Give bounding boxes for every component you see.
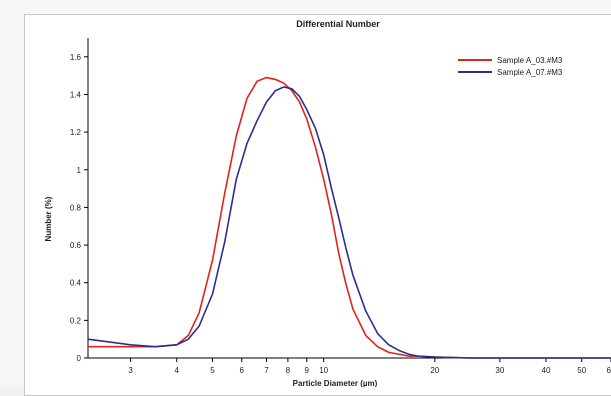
y-tick-label: 1.4: [70, 90, 82, 99]
legend-label-1: Sample A_03.#M3: [497, 56, 563, 65]
screenshot-frame: Differential Number 0 0.2 0.4 0.6 0.8 1 1.2 1.4…: [24, 14, 611, 396]
series-line-1: [88, 76, 611, 359]
x-ticks: 3 4 5 6 7 8 9 10 20 30 40 50 60: [128, 358, 611, 375]
y-tick-label: 1: [77, 166, 82, 175]
x-tick-label: 6: [240, 366, 245, 375]
x-tick-label: 3: [128, 366, 133, 375]
y-tick-label: 0.6: [70, 241, 82, 250]
x-axis-label: Particle Diameter (µm): [293, 379, 378, 387]
x-tick-label: 8: [286, 366, 291, 375]
x-tick-label: 10: [319, 366, 328, 375]
legend: Sample A_03.#M3 Sample A_07.#M3: [458, 56, 563, 77]
chart-title: Differential Number: [296, 19, 380, 29]
plot-axes: [87, 38, 611, 359]
x-tick-label: 20: [430, 366, 439, 375]
y-tick-label: 1.6: [70, 53, 82, 62]
y-tick-label: 0.8: [70, 203, 82, 212]
y-tick-label: 0: [77, 354, 82, 363]
y-axis-label: Number (%): [44, 196, 53, 241]
x-tick-label: 60: [607, 366, 611, 375]
y-ticks: 0 0.2 0.4 0.6 0.8 1 1.2 1.4 1.6: [70, 53, 88, 363]
x-tick-label: 50: [577, 366, 586, 375]
legend-label-2: Sample A_07.#M3: [497, 68, 563, 77]
y-tick-label: 1.2: [70, 128, 82, 137]
x-tick-label: 40: [542, 366, 551, 375]
x-tick-label: 7: [264, 366, 269, 375]
chart-svg: Differential Number 0 0.2 0.4 0.6 0.8 1 1.2 1.4…: [44, 19, 611, 387]
chart-panel: [24, 14, 611, 396]
y-tick-label: 0.4: [70, 279, 82, 288]
series-line-2: [87, 86, 611, 359]
series-lines: [87, 76, 611, 359]
x-tick-label: 30: [495, 366, 504, 375]
x-tick-label: 5: [210, 366, 215, 375]
x-tick-label: 4: [175, 366, 180, 375]
x-tick-label: 9: [305, 366, 310, 375]
y-tick-label: 0.2: [70, 316, 82, 325]
